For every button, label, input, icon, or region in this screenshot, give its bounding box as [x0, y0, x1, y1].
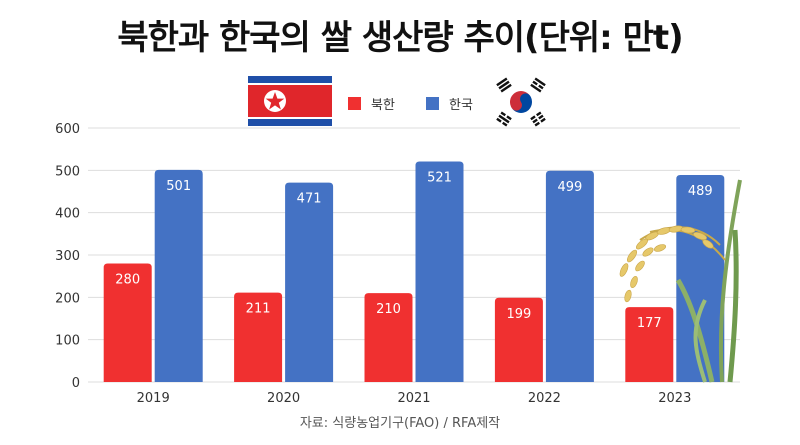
bar-value-label: 199 — [506, 307, 531, 322]
bar-value-label: 177 — [637, 316, 662, 331]
legend-swatch-south-korea — [426, 96, 439, 110]
x-tick-label: 2020 — [267, 391, 300, 406]
rice-plant-icon — [619, 179, 742, 383]
chart-title: 북한과 한국의 쌀 생산량 추이(단위: 만t) — [117, 18, 683, 58]
y-tick-label: 600 — [55, 122, 80, 137]
bar-value-label: 280 — [115, 272, 140, 287]
bar-north-korea — [103, 263, 152, 382]
label-layer: 280 501 2019 211 471 2020 210 521 2021 199 499 2022… — [115, 170, 712, 406]
bar-south-korea — [415, 161, 464, 382]
x-tick-label: 2019 — [137, 391, 170, 406]
source-note: 자료: 식량농업기구(FAO) / RFA제작 — [299, 416, 501, 431]
bar-chart: 0 100 200 300 400 500 600 280 501 2019 211 471 2020… — [55, 122, 742, 406]
y-tick-label: 400 — [55, 207, 80, 222]
bar-north-korea — [625, 307, 674, 382]
bar-south-korea — [285, 182, 334, 382]
bar-value-label: 211 — [246, 302, 271, 317]
bar-south-korea — [154, 169, 203, 382]
x-tick-label: 2023 — [658, 391, 691, 406]
y-tick-label: 100 — [55, 334, 80, 349]
bar-value-label: 471 — [297, 192, 322, 207]
bar-layer — [103, 161, 725, 382]
south-korea-flag-icon — [492, 76, 550, 128]
legend-item-south-korea: 한국 — [426, 94, 473, 113]
x-tick-label: 2022 — [528, 391, 561, 406]
legend-label-north-korea: 북한 — [371, 97, 395, 113]
bar-value-label: 521 — [427, 170, 452, 185]
y-tick-label: 300 — [55, 249, 80, 264]
bar-north-korea — [234, 292, 283, 382]
legend: 북한 한국 — [248, 76, 558, 128]
bar-value-label: 501 — [166, 179, 191, 194]
bar-value-label: 210 — [376, 302, 401, 317]
north-korea-flag-icon — [248, 76, 332, 126]
y-tick-label: 0 — [72, 376, 80, 391]
legend-swatch-north-korea — [348, 96, 361, 110]
y-tick-label: 200 — [55, 291, 80, 306]
bar-south-korea — [676, 174, 725, 382]
legend-label-south-korea: 한국 — [449, 97, 473, 113]
bar-south-korea — [545, 170, 594, 382]
bar-value-label: 489 — [688, 184, 713, 199]
y-tick-label: 500 — [55, 164, 80, 179]
legend-item-north-korea: 북한 — [348, 94, 395, 113]
x-tick-label: 2021 — [397, 391, 430, 406]
bar-north-korea — [494, 297, 543, 382]
bar-value-label: 499 — [557, 180, 582, 195]
bar-north-korea — [364, 293, 413, 382]
